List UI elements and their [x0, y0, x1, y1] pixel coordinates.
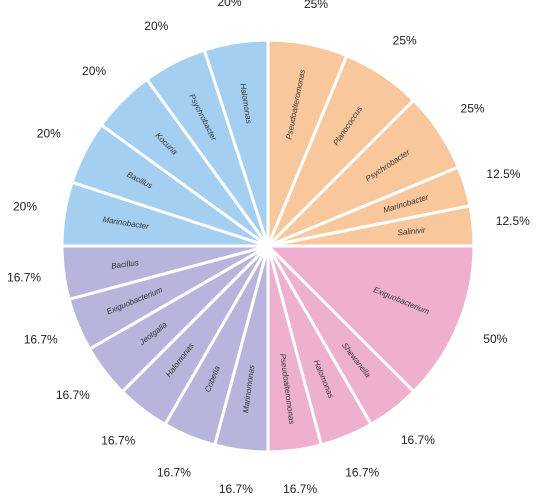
- slice-percent-label: 25%: [304, 0, 328, 11]
- slice-percent-label: 20%: [218, 0, 242, 9]
- slice-percent-label: 16.7%: [219, 482, 253, 496]
- slice-percent-label: 20%: [144, 19, 168, 33]
- slice-percent-label: 50%: [483, 332, 507, 346]
- slice-name-label: Salinivir: [397, 226, 426, 238]
- slice-percent-label: 16.7%: [101, 433, 135, 447]
- slice-percent-label: 20%: [37, 126, 61, 140]
- slice-percent-label: 16.7%: [56, 388, 90, 402]
- slice-percent-label: 12.5%: [496, 214, 530, 228]
- slice-percent-label: 16.7%: [401, 433, 435, 447]
- slice-percent-label: 16.7%: [283, 482, 317, 496]
- slice-name-label: Bacillus: [111, 258, 140, 271]
- slice-percent-label: 16.7%: [345, 465, 379, 479]
- slice-percent-label: 12.5%: [486, 167, 520, 181]
- slice-percent-label: 20%: [13, 200, 37, 214]
- slice-percent-label: 20%: [82, 64, 106, 78]
- slice-percent-label: 25%: [461, 102, 485, 116]
- slice-percent-label: 16.7%: [24, 332, 58, 346]
- slice-percent-label: 16.7%: [157, 465, 191, 479]
- slice-percent-label: 16.7%: [7, 270, 41, 284]
- pie-slice-1-0: [264, 244, 476, 394]
- pie-slice-3-4: [202, 38, 270, 247]
- slice-percent-label: 25%: [393, 34, 417, 48]
